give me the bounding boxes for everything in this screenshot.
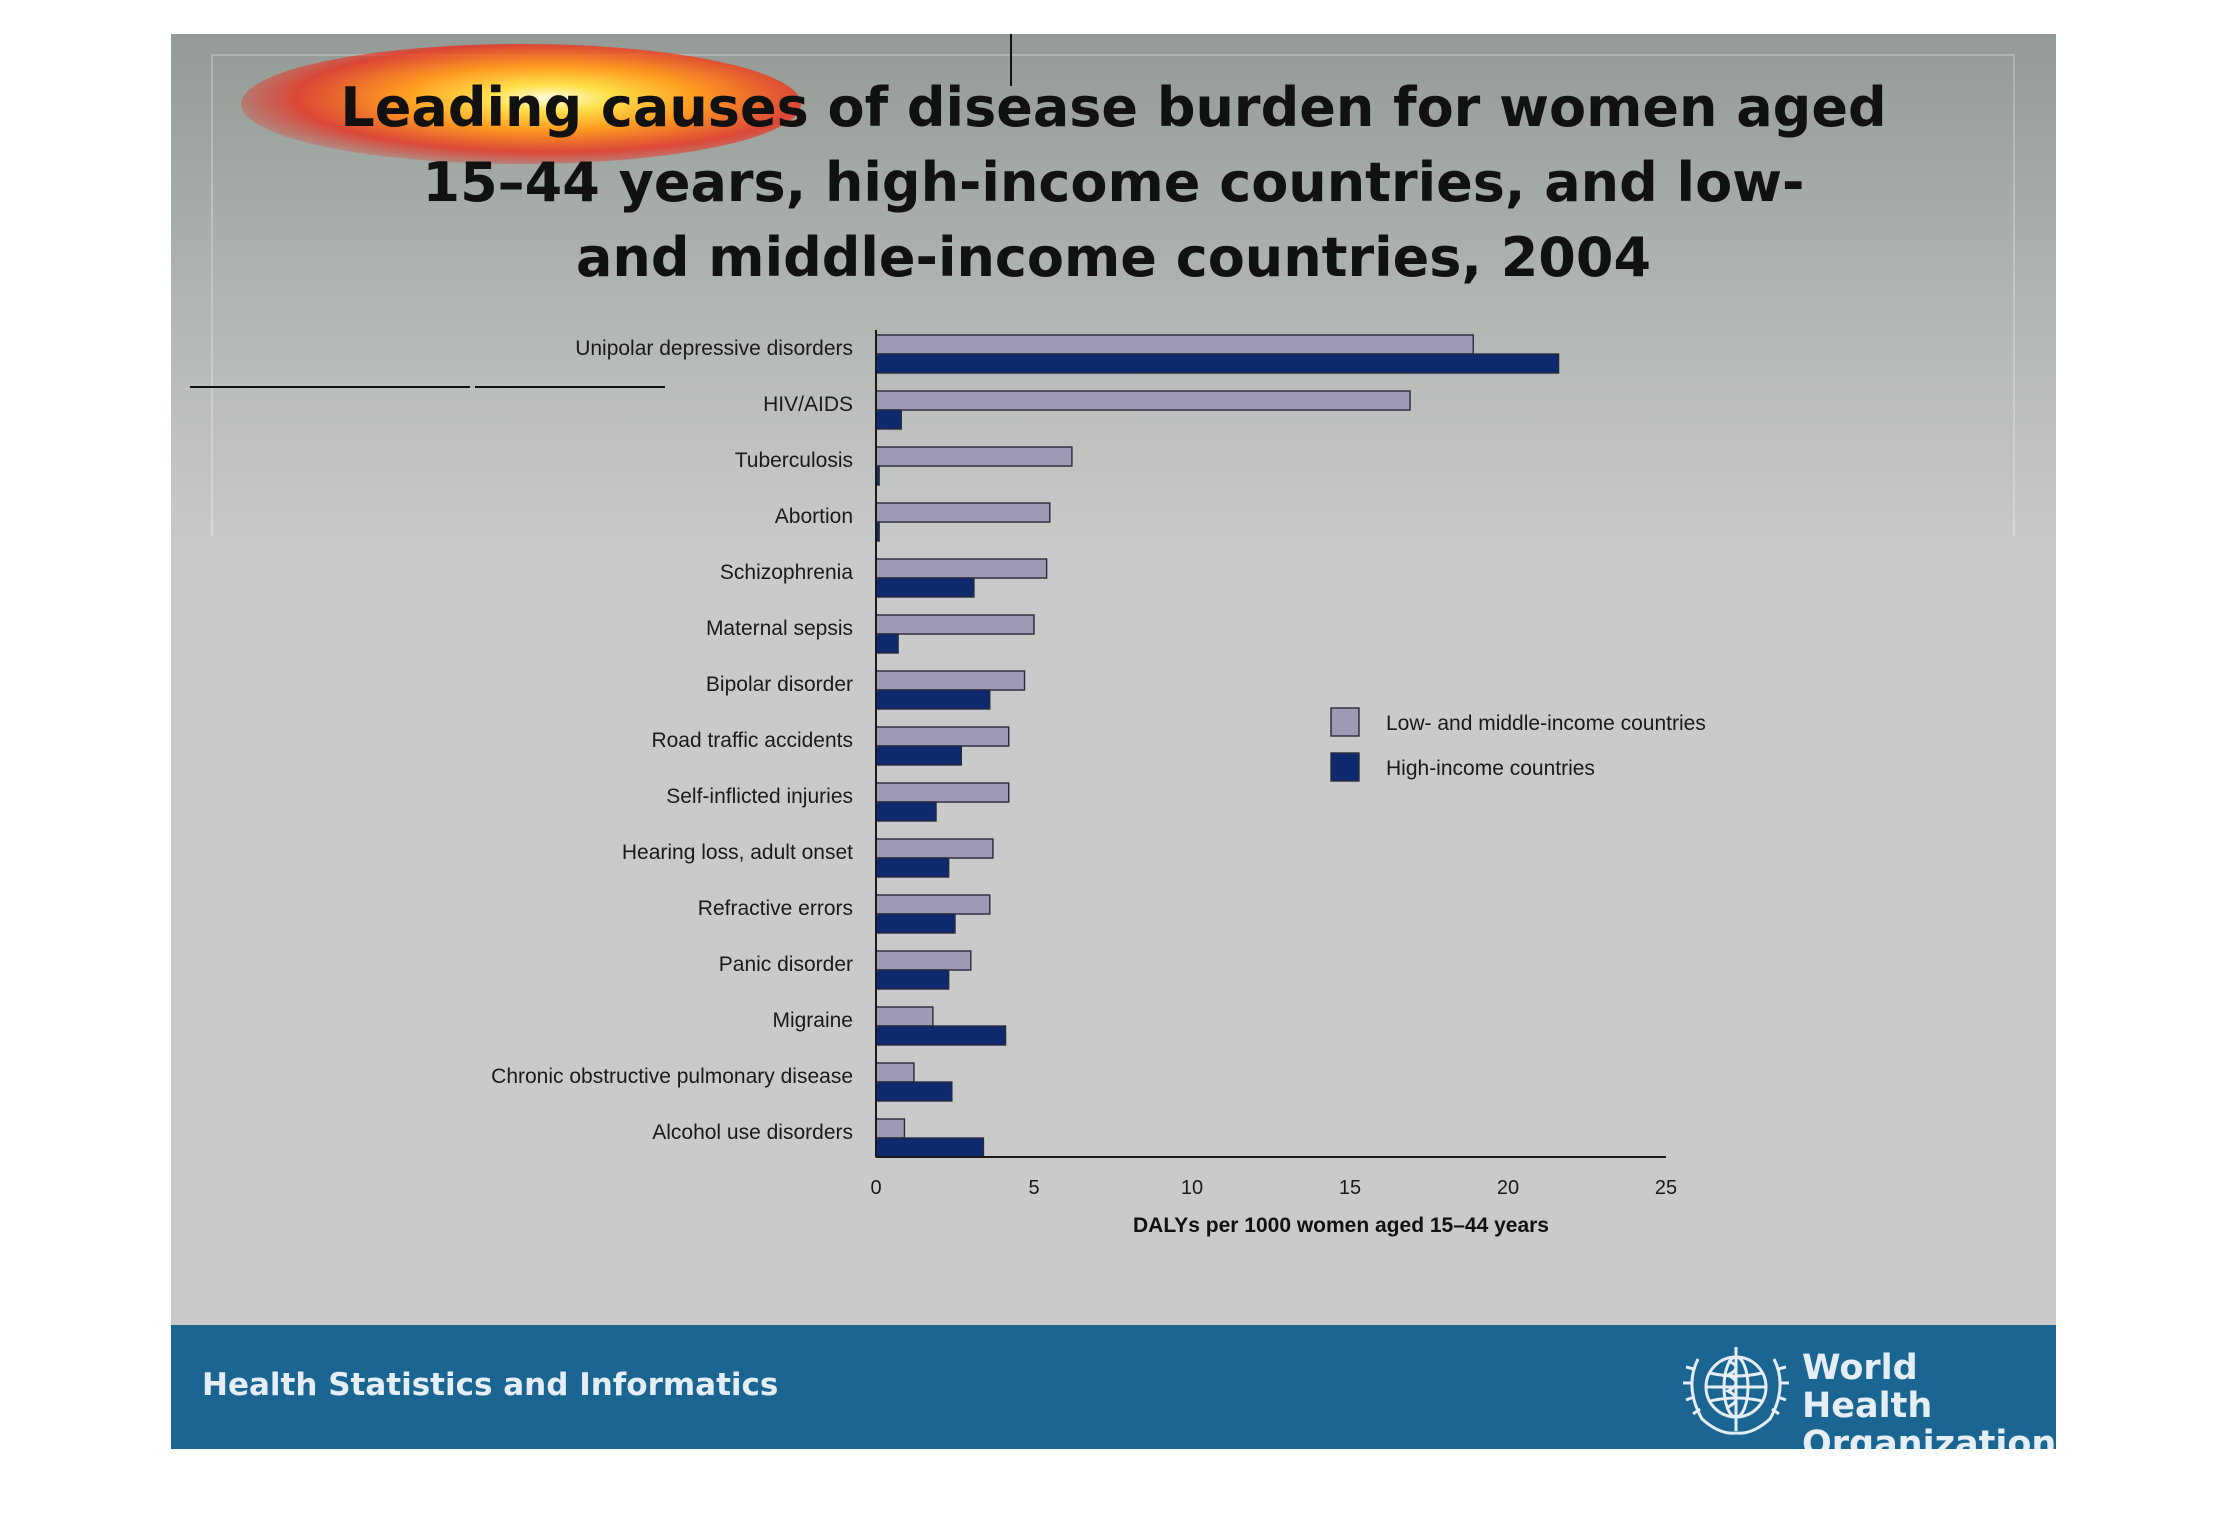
annotation-underline [190,386,313,388]
category-label: Maternal sepsis [706,617,853,640]
x-axis-label: DALYs per 1000 women aged 15–44 years [1133,1214,1549,1237]
bar-high-income [875,633,899,654]
category-label: HIV/AIDS [763,393,853,416]
footer-bar: Health Statistics and Informatics World … [171,1325,2056,1449]
bar-low-middle-income [875,614,1035,635]
bar-high-income [875,1081,953,1102]
pointer-highlight [241,44,801,164]
category-label: Self-inflicted injuries [666,785,853,808]
bar-high-income [875,969,950,990]
bar-low-middle-income [875,894,991,915]
background-frame [211,54,2015,536]
category-label: Unipolar depressive disorders [575,337,853,360]
x-tick-label: 25 [1655,1177,1677,1199]
x-tick-label: 20 [1497,1177,1519,1199]
bar-high-income [875,353,1560,374]
bar-low-middle-income [875,726,1010,747]
bar-low-middle-income [875,446,1073,467]
bar-low-middle-income [875,1118,906,1139]
category-label: Refractive errors [698,897,853,920]
footer-text: Health Statistics and Informatics [202,1367,779,1403]
bar-low-middle-income [875,950,972,971]
category-label: Road traffic accidents [651,729,853,752]
bar-high-income [875,913,956,934]
category-label: Alcohol use disorders [652,1121,853,1144]
category-label: Hearing loss, adult onset [622,841,853,864]
title-line: Leading causes of disease burden for wom… [340,76,1887,139]
bar-high-income [875,801,937,822]
who-wordmark-line1: World Health [1802,1348,1933,1426]
bar-low-middle-income [875,334,1474,355]
legend-swatch [1330,707,1360,737]
x-tick-label: 15 [1339,1177,1361,1199]
legend-label: High-income countries [1386,757,1595,780]
legend-swatch [1330,752,1360,782]
bar-high-income [875,409,902,430]
bar-low-middle-income [875,558,1048,579]
bar-low-middle-income [875,502,1051,523]
bar-high-income [875,577,975,598]
category-label: Schizophrenia [720,561,853,584]
x-tick-label: 5 [1028,1177,1039,1199]
category-label: Panic disorder [719,953,853,976]
annotation-underline [475,386,665,388]
title-cursor-line [1010,34,1012,86]
category-label: Chronic obstructive pulmonary disease [491,1065,853,1088]
bar-high-income [875,1137,985,1158]
bar-low-middle-income [875,1006,934,1027]
bar-high-income [875,1025,1007,1046]
who-emblem-icon [1683,1347,1789,1435]
title-line: 15–44 years, high-income countries, and … [422,151,1805,214]
bar-low-middle-income [875,1062,915,1083]
annotation-underline [312,386,470,388]
category-label: Bipolar disorder [706,673,853,696]
bar-low-middle-income [875,838,994,859]
bar-high-income [875,857,950,878]
category-label: Migraine [772,1009,853,1032]
who-wordmark-line2: Organization [1802,1424,2056,1449]
bar-low-middle-income [875,390,1411,411]
title-line: and middle-income countries, 2004 [575,226,1652,289]
bar-chart: Unipolar depressive disorders HIV/AIDS Tub… [491,330,1706,1237]
bar-high-income [875,745,963,766]
slide: Leading causes of disease burden for wom… [171,34,2056,1449]
bar-high-income [875,689,991,710]
legend-label: Low- and middle-income countries [1386,712,1706,735]
page-title: Leading causes of disease burden for wom… [171,70,2056,295]
who-wordmark: World Health Organization [1802,1349,2056,1449]
x-tick-label: 0 [870,1177,881,1199]
bar-low-middle-income [875,782,1010,803]
x-tick-label: 10 [1181,1177,1203,1199]
category-label: Abortion [775,505,853,528]
bar-low-middle-income [875,670,1026,691]
category-label: Tuberculosis [735,449,853,472]
